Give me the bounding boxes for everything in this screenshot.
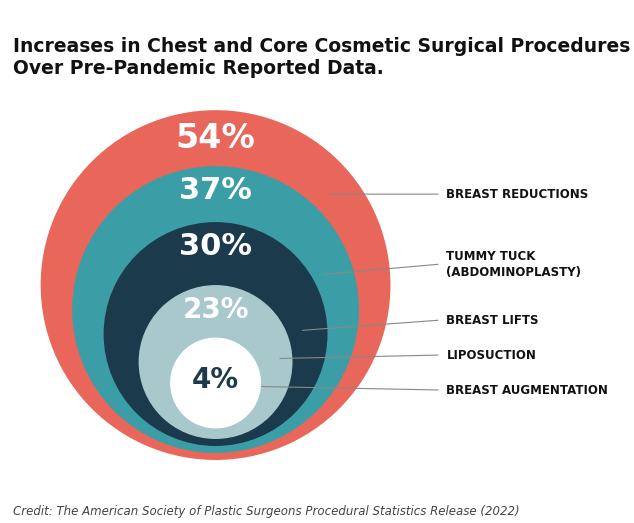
Text: 37%: 37% bbox=[179, 176, 252, 205]
Text: 30%: 30% bbox=[179, 232, 252, 261]
Text: 4%: 4% bbox=[192, 366, 239, 393]
Ellipse shape bbox=[41, 110, 391, 460]
Ellipse shape bbox=[139, 285, 292, 439]
Text: LIPOSUCTION: LIPOSUCTION bbox=[446, 348, 536, 361]
Text: Credit: The American Society of Plastic Surgeons Procedural Statistics Release (: Credit: The American Society of Plastic … bbox=[13, 505, 519, 518]
Ellipse shape bbox=[103, 222, 328, 446]
Text: 54%: 54% bbox=[176, 122, 256, 155]
Text: BREAST AUGMENTATION: BREAST AUGMENTATION bbox=[446, 383, 608, 396]
Ellipse shape bbox=[72, 166, 359, 453]
Text: BREAST REDUCTIONS: BREAST REDUCTIONS bbox=[446, 188, 589, 201]
Text: 23%: 23% bbox=[183, 295, 249, 324]
Text: BREAST LIFTS: BREAST LIFTS bbox=[446, 314, 539, 326]
Text: TUMMY TUCK
(ABDOMINOPLASTY): TUMMY TUCK (ABDOMINOPLASTY) bbox=[446, 249, 581, 279]
Ellipse shape bbox=[170, 337, 261, 428]
Text: Increases in Chest and Core Cosmetic Surgical Procedures
Over Pre-Pandemic Repor: Increases in Chest and Core Cosmetic Sur… bbox=[13, 37, 630, 77]
